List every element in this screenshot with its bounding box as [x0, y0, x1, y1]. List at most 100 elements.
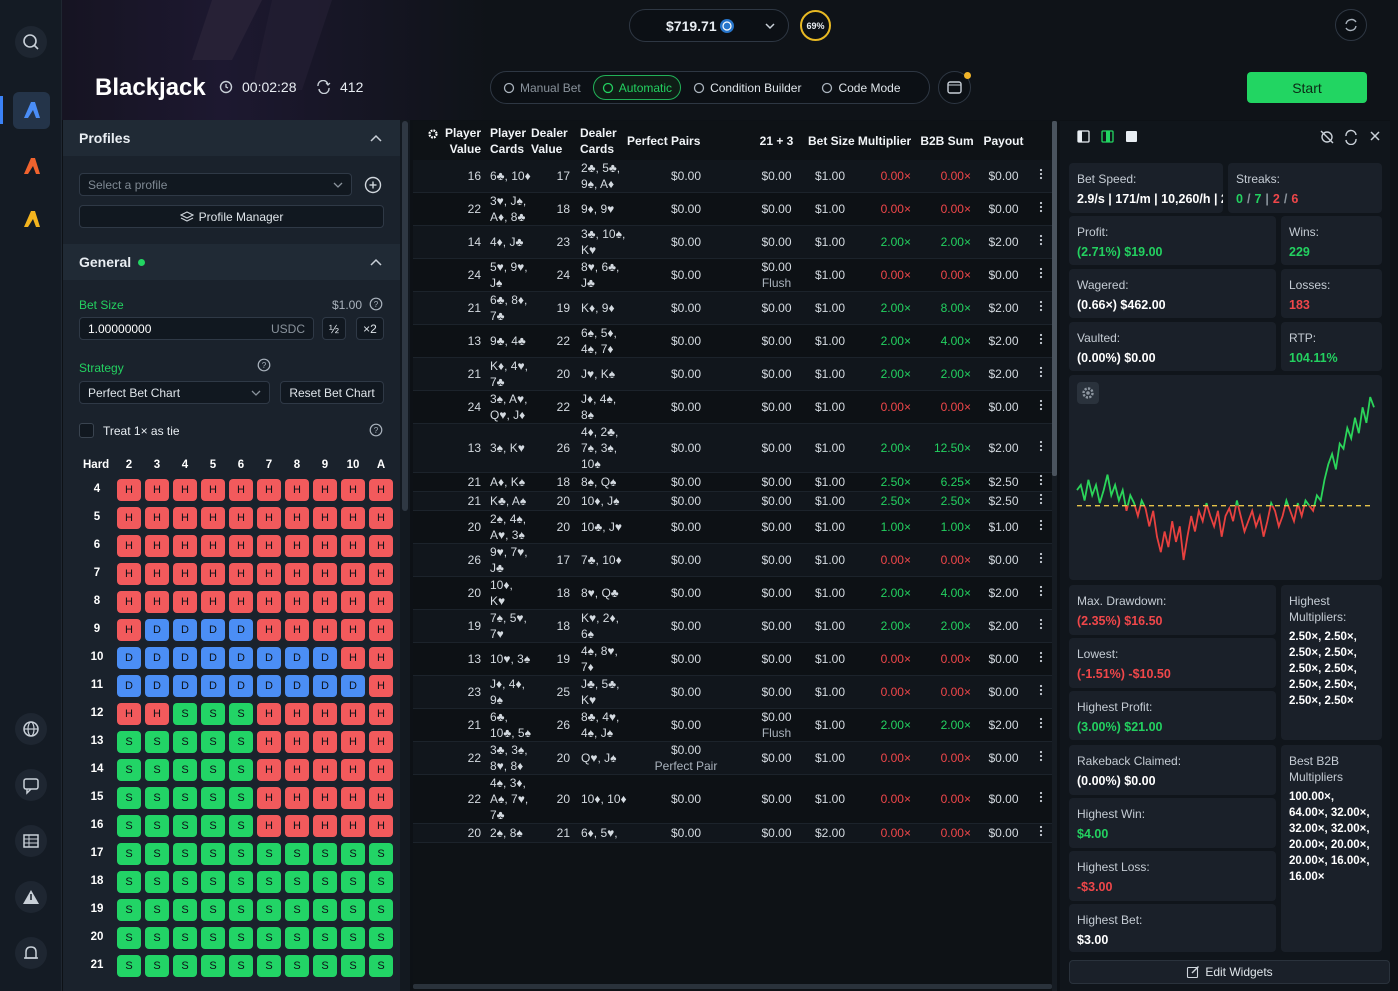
icon-shape	[1039, 304, 1043, 308]
balance-selector[interactable]: $719.71	[629, 9, 789, 42]
notifications-button[interactable]	[15, 937, 47, 969]
cell-value: $0.00	[670, 494, 702, 508]
profile-select[interactable]: Select a profile	[79, 173, 352, 196]
add-profile-button[interactable]	[362, 174, 384, 196]
row-menu[interactable]	[1030, 291, 1052, 325]
history-cell: 23	[413, 675, 485, 709]
row-menu[interactable]	[1030, 357, 1052, 391]
layout-toggles[interactable]	[1074, 130, 1154, 144]
icon-shape	[503, 82, 515, 93]
horizontal-scrollbar[interactable]	[413, 984, 1052, 989]
start-button[interactable]: Start	[1247, 72, 1367, 103]
bet-amount: 1.00000000	[88, 321, 152, 336]
scrollbar-thumb[interactable]	[402, 121, 408, 511]
search-button[interactable]	[15, 26, 47, 58]
panel-actions[interactable]	[1318, 129, 1384, 145]
reset-chart-button[interactable]: Reset Bet Chart	[280, 381, 384, 404]
chart-settings-button[interactable]	[1077, 382, 1099, 404]
strategy-select[interactable]: Perfect Bet Chart	[79, 381, 270, 404]
table-button[interactable]	[15, 825, 47, 857]
action-cell: S	[285, 955, 309, 977]
row-menu[interactable]	[1030, 192, 1052, 226]
cell-value: $0.00	[670, 826, 702, 840]
row-menu[interactable]	[1030, 741, 1052, 775]
history-cell: 3♣, 10♠, K♥	[575, 225, 627, 259]
help-icon[interactable]: ?	[369, 423, 383, 437]
mode-button[interactable]: Condition Builder	[685, 75, 809, 100]
scrollbar-track	[400, 120, 410, 991]
history-cell: 6♣, 8♦, 7♣	[485, 291, 531, 325]
warning-button[interactable]	[15, 881, 47, 913]
history-cell: $0.00	[627, 192, 745, 226]
half-button[interactable]: ½	[322, 317, 346, 340]
cell-value: 20	[556, 751, 570, 765]
menu-icon	[1039, 474, 1043, 486]
menu-icon	[1039, 399, 1043, 411]
row-menu[interactable]	[1030, 160, 1052, 193]
general-header[interactable]: General	[63, 244, 400, 280]
icon-shape	[1039, 440, 1043, 444]
tie-checkbox[interactable]	[79, 423, 94, 438]
row-menu[interactable]	[1030, 642, 1052, 676]
row-menu[interactable]	[1030, 823, 1052, 843]
row-menu[interactable]	[1030, 708, 1052, 742]
settings-icon[interactable]	[427, 128, 441, 140]
row-menu[interactable]	[1030, 423, 1052, 473]
history-cell: 2.00×	[852, 291, 917, 325]
action-cell: H	[285, 535, 309, 557]
chat-button[interactable]	[15, 769, 47, 801]
app-orange[interactable]	[13, 148, 50, 185]
history-cell: 22	[413, 741, 485, 775]
help-icon[interactable]: ?	[369, 297, 383, 311]
help-icon[interactable]: ?	[257, 358, 271, 372]
action-cell: S	[229, 787, 253, 809]
reset-label: Reset Bet Chart	[289, 385, 375, 400]
action-cell: S	[285, 927, 309, 949]
row-menu[interactable]	[1030, 609, 1052, 643]
mode-button[interactable]: Code Mode	[813, 75, 908, 100]
edit-widgets-button[interactable]: Edit Widgets	[1069, 960, 1390, 984]
history-cell: $0.00	[745, 491, 808, 511]
row-menu[interactable]	[1030, 675, 1052, 709]
row-menu[interactable]	[1030, 491, 1052, 511]
row-menu[interactable]	[1030, 258, 1052, 292]
history-cell: 19	[413, 609, 485, 643]
stat-card: Profit: (2.71%) $19.00	[1069, 216, 1276, 265]
app-yellow[interactable]	[13, 201, 50, 238]
bet-amount-input[interactable]: 1.00000000 USDC	[79, 317, 314, 340]
row-menu[interactable]	[1030, 774, 1052, 824]
cell-value: $0.00	[761, 441, 792, 455]
cell-value: 0.00×	[940, 792, 971, 806]
action-cell: H	[313, 815, 337, 837]
row-menu[interactable]	[1030, 324, 1052, 358]
bet-note: Flush	[761, 726, 792, 740]
profile-manager-button[interactable]: Profile Manager	[79, 205, 384, 228]
action-cell: S	[117, 815, 141, 837]
cell-value: 1.00×	[940, 520, 971, 534]
action-cell: H	[313, 479, 337, 501]
history-row: 22 3♣, 3♠, 8♥, 8♦ 20 Q♥, J♠ $0.00 Perfect Pai…	[413, 741, 1052, 775]
cell-value: 0.00×	[880, 553, 911, 567]
row-menu[interactable]	[1030, 543, 1052, 577]
profiles-header[interactable]: Profiles	[63, 120, 400, 156]
stat-label: Wins:	[1289, 225, 1319, 239]
mode-button[interactable]: Manual Bet	[495, 75, 589, 100]
action-cell: H	[145, 591, 169, 613]
mode-button[interactable]: Automatic	[592, 75, 682, 100]
double-button[interactable]: ×2	[356, 317, 384, 340]
history-row: 20 10♦, K♥ 18 8♥, Q♣ $0.00 $0.00 $1.00 2.00× 4.0…	[413, 576, 1052, 610]
app-blue[interactable]	[13, 92, 50, 129]
row-menu[interactable]	[1030, 510, 1052, 544]
globe-button[interactable]	[15, 713, 47, 745]
row-menu[interactable]	[1030, 390, 1052, 424]
table-scroll-thumb[interactable]	[1052, 121, 1057, 476]
profit-chart-card	[1069, 375, 1382, 580]
row-menu[interactable]	[1030, 225, 1052, 259]
row-menu[interactable]	[1030, 576, 1052, 610]
refresh-button[interactable]	[1335, 9, 1367, 41]
row-menu[interactable]	[1030, 472, 1052, 492]
history-grid: Player Value Player Cards Dealer Value Deal…	[413, 121, 1052, 843]
history-cell: 0.00×	[852, 675, 917, 709]
action-cell: H	[285, 787, 309, 809]
cell-value: 8♥, 6♣, J♣	[581, 260, 620, 290]
